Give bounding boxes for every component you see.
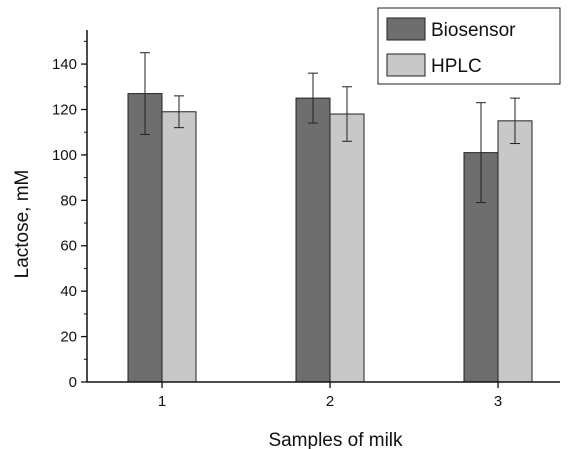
x-ticks: 1 2 3 [158, 382, 502, 410]
bar-biosensor-2 [295, 97, 331, 383]
legend: Biosensor HPLC [377, 7, 561, 85]
x-tick-label: 1 [158, 393, 166, 410]
bar-biosensor-1 [127, 93, 163, 383]
error-bars-layer [140, 52, 520, 204]
y-tick-label: 0 [69, 374, 77, 391]
x-tick-label: 2 [326, 393, 334, 410]
y-tick-label: 60 [60, 238, 77, 255]
bar-hplc-1 [161, 111, 197, 383]
y-axis-label: Lactose, mM [12, 170, 33, 279]
y-tick-label: 20 [60, 329, 77, 346]
x-axis-label: Samples of milk [268, 430, 403, 449]
legend-swatch-hplc [386, 53, 426, 77]
bar-hplc-3 [497, 120, 533, 383]
y-tick-label: 80 [60, 192, 77, 209]
bars-layer [127, 93, 533, 383]
axes [86, 30, 560, 383]
y-tick-label: 120 [52, 101, 77, 118]
y-tick-label: 100 [52, 147, 77, 164]
legend-label-biosensor: Biosensor [431, 20, 516, 41]
x-tick-label: 3 [494, 393, 502, 410]
y-tick-label: 40 [60, 283, 77, 300]
legend-swatch-biosensor [386, 17, 426, 41]
y-tick-label: 140 [52, 56, 77, 73]
y-ticks: 0 20 40 60 80 100 120 140 [52, 40, 87, 391]
legend-label-hplc: HPLC [431, 56, 482, 77]
bar-hplc-2 [329, 113, 365, 383]
